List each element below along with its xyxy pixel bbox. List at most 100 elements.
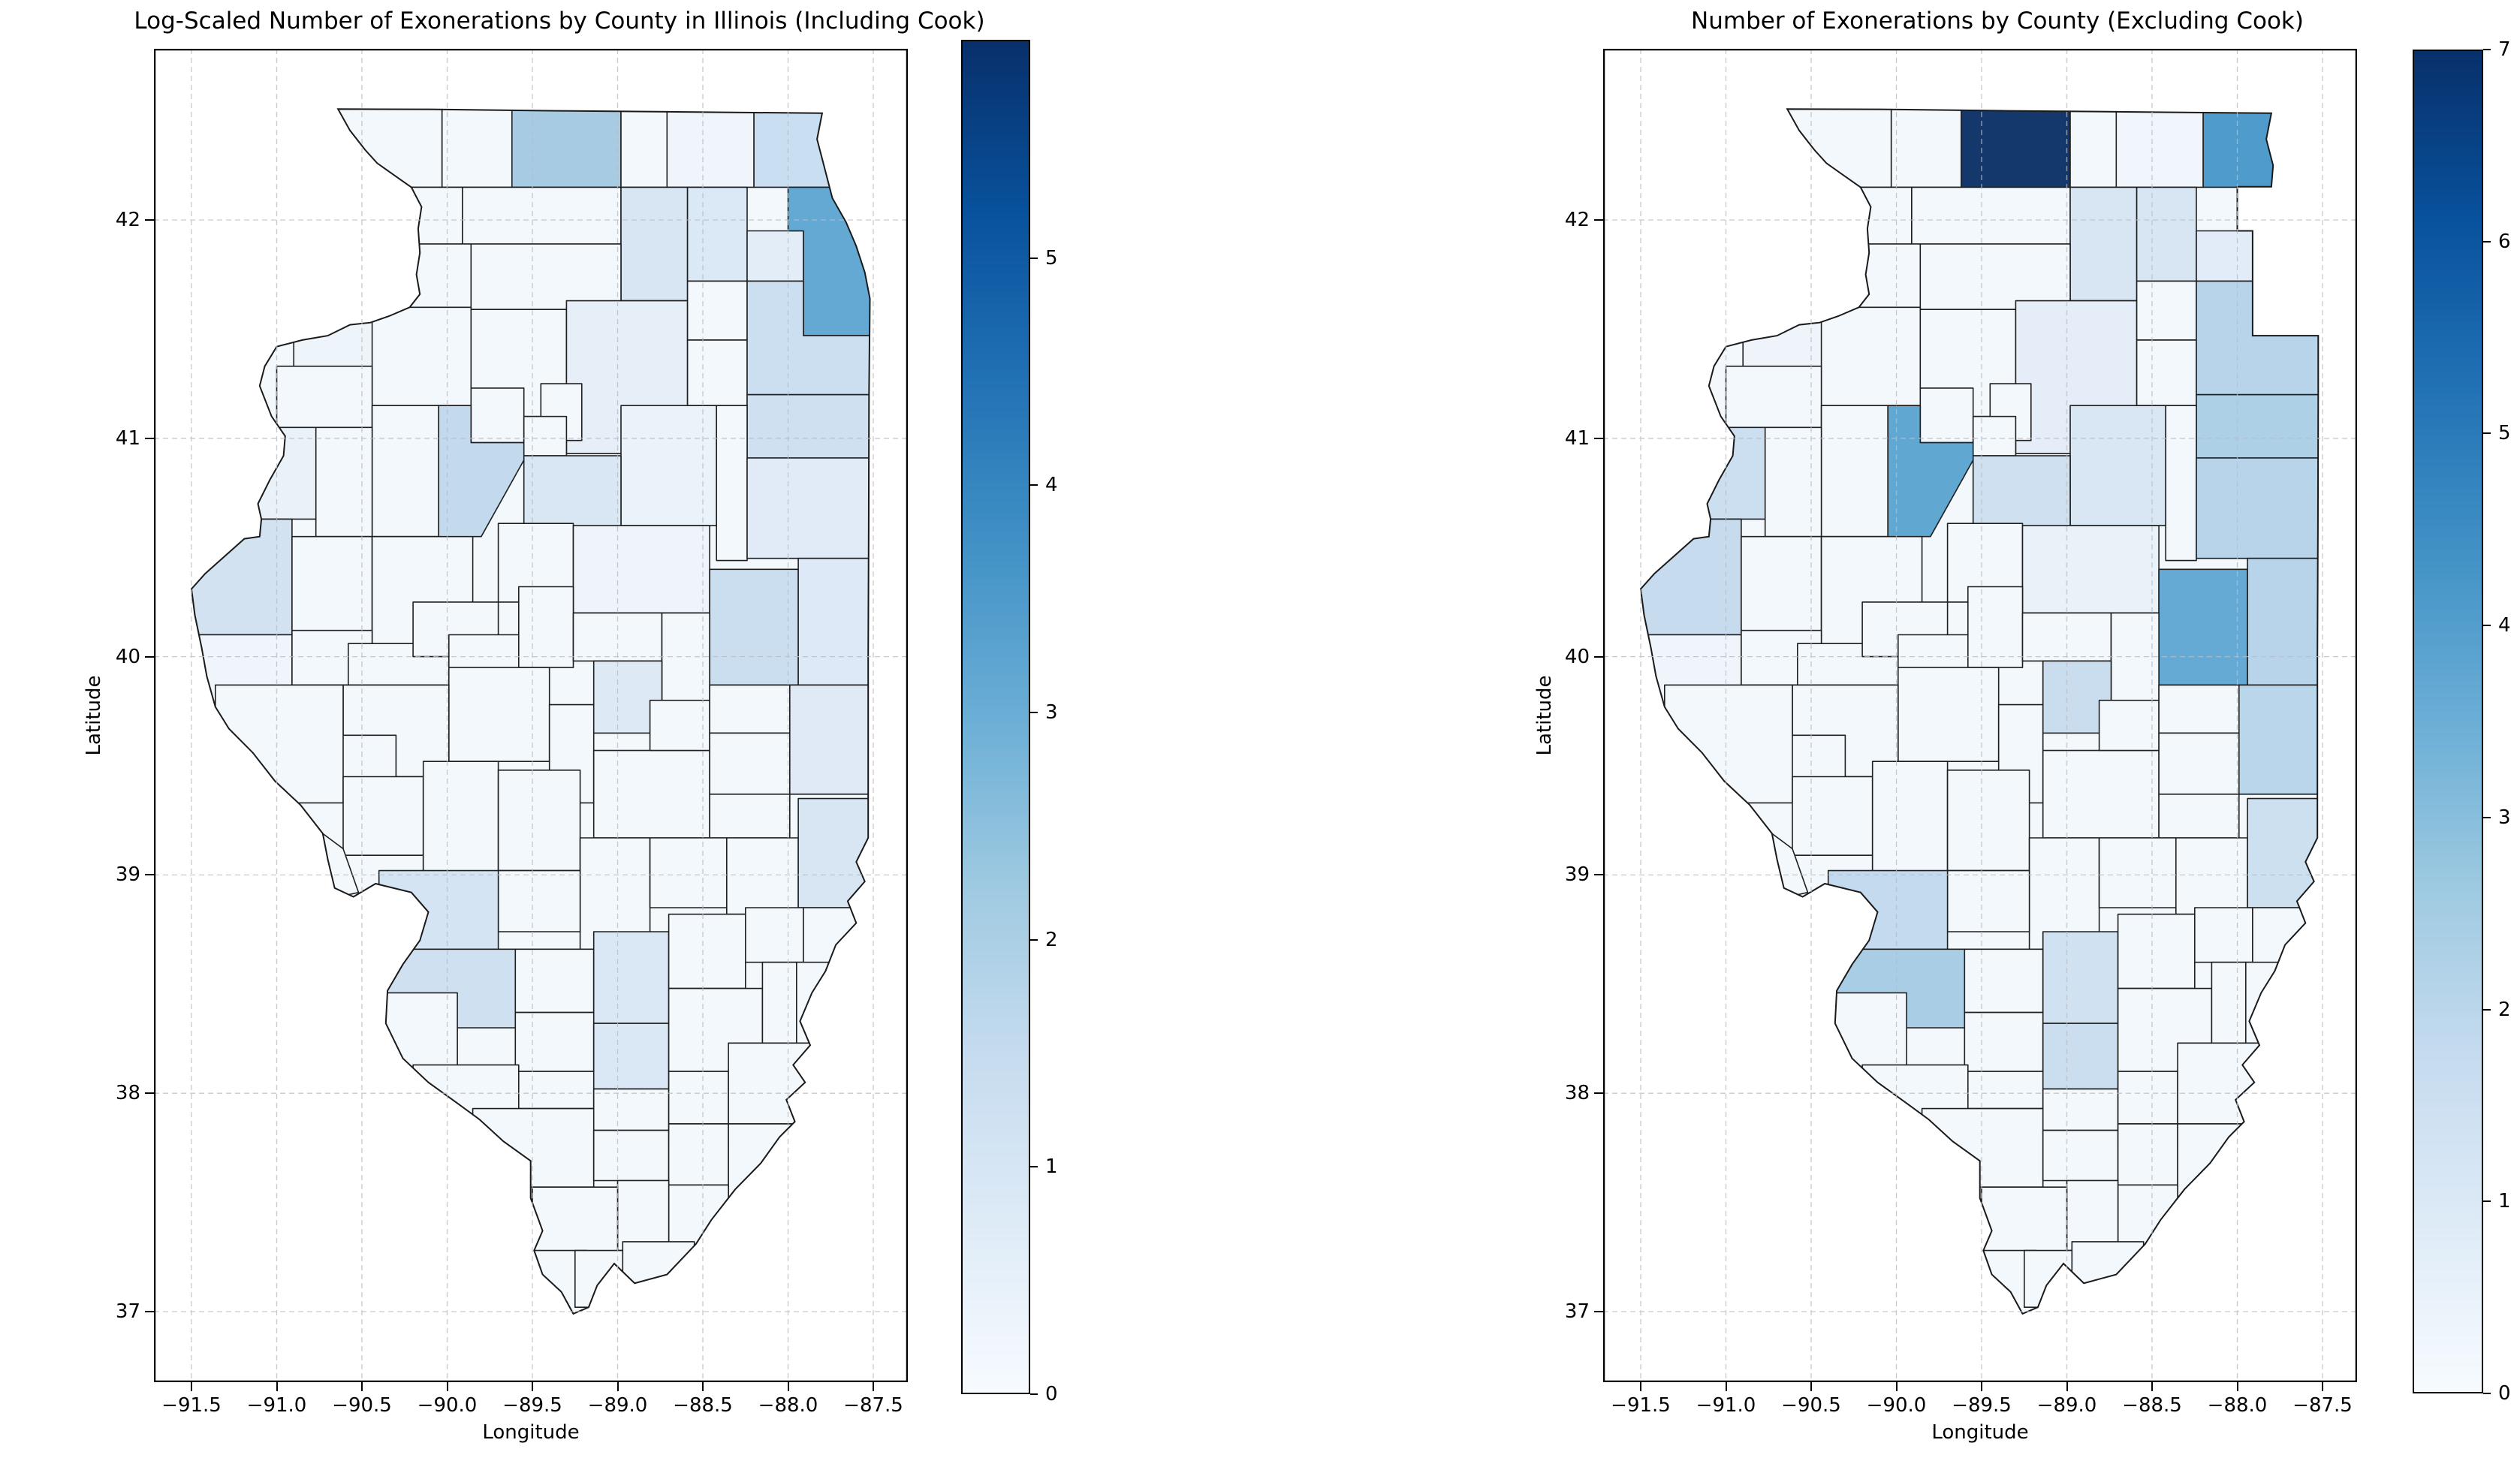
county-dupage — [2196, 230, 2253, 282]
county-carroll — [1790, 186, 1913, 245]
x-tick-mark — [361, 1382, 363, 1391]
y-tick-mark — [145, 219, 154, 221]
county-ford — [716, 405, 748, 562]
county-massac — [2071, 1241, 2145, 1300]
left-colorbar — [961, 40, 1030, 1394]
county-richland — [2194, 907, 2253, 963]
colorbar-tick-label: 0 — [1045, 1383, 1058, 1405]
county-vermilion — [2247, 557, 2319, 686]
county-dekalb — [2069, 186, 2138, 302]
x-tick-label: −87.5 — [2292, 1394, 2353, 1417]
county-jefferson — [2042, 1023, 2119, 1090]
county-marshall — [523, 415, 568, 456]
y-tick-label: 39 — [1564, 863, 1590, 887]
colorbar-tick-mark — [1030, 938, 1038, 941]
x-tick-mark — [276, 1382, 278, 1391]
county-layer — [191, 109, 870, 1314]
x-tick-mark — [873, 1382, 874, 1391]
county-madison — [378, 869, 499, 950]
right-colorbar — [2413, 50, 2483, 1393]
county-iroquois — [746, 457, 870, 559]
colorbar-tick-label: 2 — [1045, 928, 1058, 951]
y-tick-mark — [145, 1092, 154, 1095]
colorbar-tick-label: 3 — [1045, 700, 1058, 724]
county-moultrie — [649, 700, 710, 752]
colorbar-tick-mark — [2483, 1200, 2491, 1203]
colorbar-tick-mark — [1030, 1166, 1038, 1168]
county-iroquois — [2196, 457, 2319, 559]
county-henderson — [255, 426, 317, 520]
county-perry — [518, 1071, 595, 1110]
y-tick-label: 38 — [115, 1082, 140, 1105]
y-tick-label: 38 — [1564, 1082, 1590, 1105]
x-tick-mark — [1725, 1382, 1727, 1391]
left-map-canvas — [154, 49, 908, 1382]
colorbar-tick-mark — [1030, 257, 1038, 259]
county-lake — [2202, 109, 2319, 188]
county-mchenry — [2115, 109, 2204, 188]
county-williamson — [2042, 1129, 2119, 1182]
y-tick-label: 41 — [1564, 426, 1590, 450]
county-peoria — [1887, 405, 1974, 538]
county-warren — [1764, 426, 1822, 538]
right-map-title: Number of Exonerations by County (Exclud… — [1691, 8, 2304, 35]
county-ford — [2165, 405, 2197, 562]
county-mchenry — [666, 109, 755, 188]
county-marion — [2042, 931, 2119, 1024]
county-shelby — [592, 749, 710, 839]
colorbar-tick-label: 2 — [2498, 998, 2511, 1021]
colorbar-tick-label: 5 — [1045, 246, 1058, 270]
x-tick-label: −91.0 — [1696, 1394, 1756, 1417]
x-tick-label: −91.5 — [161, 1394, 222, 1417]
county-henderson — [1705, 426, 1766, 520]
x-tick-label: −88.5 — [2122, 1394, 2182, 1417]
county-hardin — [2148, 1215, 2238, 1256]
x-tick-label: −90.0 — [1866, 1394, 1927, 1417]
county-grundy — [686, 339, 748, 406]
x-tick-label: −90.5 — [1781, 1394, 1841, 1417]
county-logan — [518, 586, 574, 668]
county-clinton — [514, 948, 595, 1014]
county-logan — [1967, 586, 2024, 668]
colorbar-tick-mark — [1030, 484, 1038, 487]
x-tick-mark — [787, 1382, 789, 1391]
county-cumberland — [2158, 794, 2240, 839]
colorbar-tick-mark — [2483, 1393, 2491, 1394]
y-tick-mark — [1594, 1092, 1603, 1095]
county-boone — [2069, 109, 2118, 188]
county-edgar — [789, 684, 870, 795]
x-tick-label: −89.0 — [2036, 1394, 2097, 1417]
county-mclean — [2021, 525, 2160, 614]
county-perry — [1967, 1071, 2044, 1110]
county-bond — [497, 869, 581, 932]
colorbar-tick-mark — [1030, 711, 1038, 713]
x-tick-label: −89.5 — [502, 1394, 562, 1417]
county-mcdonough — [1741, 535, 1822, 636]
colorbar-tick-label: 6 — [2498, 230, 2511, 253]
county-washington — [1964, 1011, 2044, 1072]
county-franklin — [592, 1088, 670, 1131]
county-jackson — [472, 1107, 595, 1188]
right-map-canvas — [1603, 49, 2357, 1382]
county-clay — [668, 913, 746, 990]
county-hardin — [698, 1215, 789, 1256]
county-henry — [371, 306, 472, 406]
x-tick-label: −88.5 — [673, 1394, 733, 1417]
colorbar-tick-mark — [2483, 49, 2491, 50]
colorbar-tick-label: 4 — [2498, 614, 2511, 637]
county-williamson — [592, 1129, 670, 1182]
county-edwards — [761, 961, 797, 1044]
county-ogle — [1911, 186, 2071, 245]
county-edwards — [2211, 961, 2247, 1044]
county-madison — [1827, 869, 1949, 950]
colorbar-tick-label: 1 — [2498, 1190, 2511, 1213]
county-saline — [668, 1123, 729, 1186]
x-tick-label: −91.0 — [246, 1394, 307, 1417]
county-winnebago — [1961, 109, 2071, 188]
colorbar-tick-label: 4 — [1045, 474, 1058, 497]
county-stark — [1919, 387, 1974, 444]
county-clay — [2117, 913, 2196, 990]
colorbar-tick-label: 1 — [1045, 1155, 1058, 1179]
county-kendall — [2136, 280, 2197, 341]
county-wabash — [796, 961, 866, 1044]
